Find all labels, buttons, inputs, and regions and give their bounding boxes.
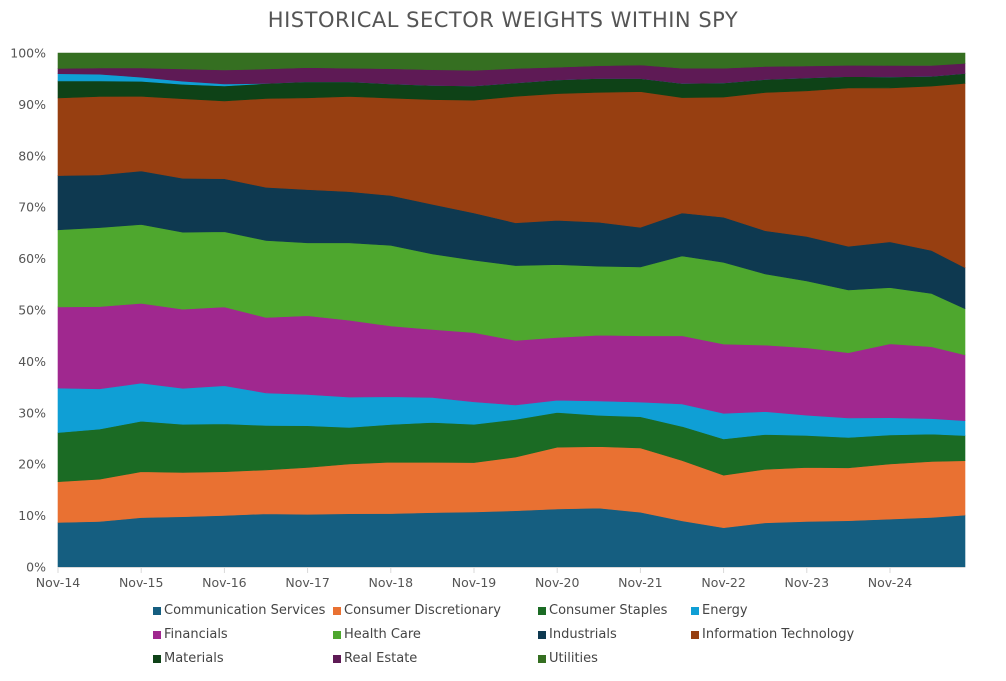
legend-item: Consumer Staples [538, 603, 667, 618]
legend-label: Consumer Staples [549, 603, 668, 618]
chart-title: HISTORICAL SECTOR WEIGHTS WITHIN SPY [267, 8, 739, 32]
x-tick-label: Nov-19 [452, 575, 497, 590]
legend-swatch [153, 606, 161, 615]
area-layer [57, 52, 966, 568]
legend-item: Information Technology [691, 627, 854, 642]
x-tick-label: Nov-22 [701, 575, 745, 590]
legend-swatch [333, 630, 341, 639]
legend-label: Information Technology [702, 627, 855, 642]
legend-swatch [538, 630, 546, 639]
legend-swatch [538, 606, 546, 615]
legend-swatch [333, 606, 341, 615]
legend-label: Materials [164, 651, 224, 666]
x-tick-label: Nov-23 [785, 575, 829, 590]
x-tick-label: Nov-14 [36, 575, 81, 590]
y-tick-label: 20% [18, 457, 46, 472]
legend-label: Communication Services [164, 603, 326, 618]
area-utilities [57, 52, 966, 71]
legend-label: Energy [702, 603, 748, 618]
legend-label: Utilities [549, 651, 598, 666]
stacked-area-chart: 0% 10% 20% 30% 40% 50% 60% 70% 80% 90% 100% Nov-14… [10, 46, 966, 590]
y-tick-label: 80% [18, 148, 46, 163]
legend-swatch [691, 606, 699, 615]
y-tick-label: 100% [10, 46, 46, 61]
x-tick-label: Nov-21 [618, 575, 662, 590]
legend-swatch [333, 654, 341, 663]
legend-item: Financials [153, 627, 228, 642]
legend-label: Real Estate [344, 651, 418, 666]
y-tick-label: 50% [18, 303, 46, 318]
legend-item: Materials [153, 651, 224, 666]
y-tick-label: 70% [18, 200, 46, 215]
y-axis: 0% 10% 20% 30% 40% 50% 60% 70% 80% 90% 100% [10, 46, 46, 575]
y-tick-label: 40% [18, 354, 46, 369]
legend-swatch [153, 630, 161, 639]
x-tick-label: Nov-24 [868, 575, 913, 590]
x-tick-label: Nov-17 [285, 575, 329, 590]
legend-swatch [538, 654, 546, 663]
legend-item: Consumer Discretionary [333, 603, 501, 618]
y-tick-label: 10% [18, 508, 46, 523]
legend-label: Consumer Discretionary [344, 603, 501, 618]
legend-item: Industrials [538, 627, 617, 642]
y-tick-label: 60% [18, 251, 46, 266]
y-tick-label: 0% [26, 560, 46, 575]
y-tick-label: 90% [18, 97, 46, 112]
x-tick-label: Nov-15 [119, 575, 163, 590]
x-tick-label: Nov-16 [202, 575, 247, 590]
legend-label: Industrials [549, 627, 617, 642]
legend-item: Utilities [538, 651, 598, 666]
x-tick-label: Nov-18 [369, 575, 414, 590]
legend-item: Communication Services [153, 603, 325, 618]
x-axis: Nov-14 Nov-15 Nov-16 Nov-17 Nov-18 Nov-19 Nov-… [36, 567, 965, 590]
y-tick-label: 30% [18, 405, 46, 420]
legend-swatch [691, 630, 699, 639]
legend-item: Health Care [333, 627, 421, 642]
legend-label: Financials [164, 627, 228, 642]
legend-label: Health Care [344, 627, 421, 642]
legend-swatch [153, 654, 161, 663]
x-tick-label: Nov-20 [535, 575, 580, 590]
legend-item: Real Estate [333, 651, 417, 666]
legend-item: Energy [691, 603, 748, 618]
